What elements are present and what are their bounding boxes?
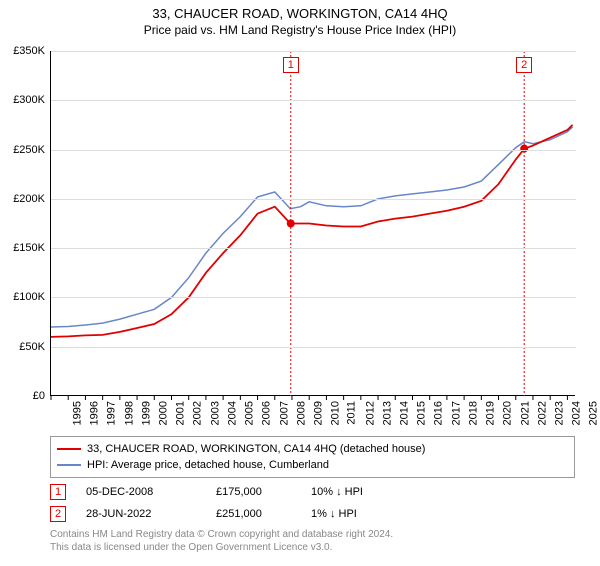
x-axis-label: 2011 — [346, 401, 358, 425]
x-axis-label: 2009 — [312, 401, 324, 425]
x-axis-label: 2012 — [364, 401, 376, 425]
y-axis-label: £350K — [13, 45, 45, 57]
x-axis-label: 2003 — [209, 401, 221, 425]
transactions-table: 1 05-DEC-2008 £175,000 10% ↓ HPI 2 28-JU… — [50, 481, 575, 525]
x-axis-label: 2008 — [295, 401, 307, 425]
transaction-marker-icon: 1 — [50, 484, 66, 500]
y-axis-label: £150K — [13, 242, 45, 254]
x-axis-label: 2022 — [536, 401, 548, 425]
legend-swatch — [57, 448, 81, 450]
footer-line: This data is licensed under the Open Gov… — [50, 541, 393, 554]
gridline — [51, 347, 576, 348]
x-axis-label: 2018 — [467, 401, 479, 425]
transaction-date: 05-DEC-2008 — [86, 486, 216, 498]
marker-dot — [287, 220, 295, 228]
y-axis-label: £200K — [13, 193, 45, 205]
transaction-pct: 1% ↓ HPI — [311, 508, 401, 520]
x-axis-label: 2023 — [553, 401, 565, 425]
chart-title: 33, CHAUCER ROAD, WORKINGTON, CA14 4HQ — [0, 6, 600, 21]
x-axis-label: 2001 — [175, 401, 187, 425]
x-axis-label: 2017 — [450, 401, 462, 425]
transaction-row: 2 28-JUN-2022 £251,000 1% ↓ HPI — [50, 503, 575, 525]
gridline — [51, 297, 576, 298]
x-axis-label: 2000 — [158, 401, 170, 425]
series-line-property — [51, 125, 573, 337]
footer-attribution: Contains HM Land Registry data © Crown c… — [50, 528, 393, 554]
legend-swatch — [57, 464, 81, 466]
gridline — [51, 199, 576, 200]
legend-label: HPI: Average price, detached house, Cumb… — [87, 459, 329, 471]
gridline — [51, 51, 576, 52]
x-axis-label: 2002 — [192, 401, 204, 425]
transaction-pct: 10% ↓ HPI — [311, 486, 401, 498]
marker-label-box: 2 — [516, 57, 532, 73]
x-axis-label: 2024 — [571, 401, 583, 425]
transaction-date: 28-JUN-2022 — [86, 508, 216, 520]
x-axis-label: 2015 — [416, 401, 428, 425]
legend: 33, CHAUCER ROAD, WORKINGTON, CA14 4HQ (… — [50, 436, 575, 478]
x-axis-label: 2010 — [330, 401, 342, 425]
chart-svg — [51, 51, 576, 396]
y-axis-label: £300K — [13, 94, 45, 106]
plot-area: £0£50K£100K£150K£200K£250K£300K£350K1995… — [50, 51, 575, 396]
marker-label-box: 1 — [283, 57, 299, 73]
x-axis-label: 2005 — [244, 401, 256, 425]
footer-line: Contains HM Land Registry data © Crown c… — [50, 528, 393, 541]
x-axis-label: 1997 — [106, 401, 118, 425]
gridline — [51, 100, 576, 101]
transaction-price: £175,000 — [216, 486, 311, 498]
y-axis-label: £250K — [13, 144, 45, 156]
transaction-row: 1 05-DEC-2008 £175,000 10% ↓ HPI — [50, 481, 575, 503]
x-axis-label: 2025 — [588, 401, 600, 425]
gridline — [51, 248, 576, 249]
gridline — [51, 150, 576, 151]
x-axis-label: 2019 — [485, 401, 497, 425]
transaction-marker-icon: 2 — [50, 506, 66, 522]
legend-item: 33, CHAUCER ROAD, WORKINGTON, CA14 4HQ (… — [57, 441, 568, 457]
x-axis-label: 2016 — [433, 401, 445, 425]
x-axis-label: 1995 — [71, 401, 83, 425]
y-axis-label: £0 — [33, 390, 45, 402]
x-axis-label: 1999 — [140, 401, 152, 425]
y-axis-label: £50K — [19, 341, 45, 353]
y-axis-label: £100K — [13, 291, 45, 303]
x-axis-label: 2014 — [399, 401, 411, 425]
legend-label: 33, CHAUCER ROAD, WORKINGTON, CA14 4HQ (… — [87, 443, 425, 455]
legend-item: HPI: Average price, detached house, Cumb… — [57, 457, 568, 473]
chart-subtitle: Price paid vs. HM Land Registry's House … — [0, 23, 600, 37]
transaction-price: £251,000 — [216, 508, 311, 520]
chart-container: 33, CHAUCER ROAD, WORKINGTON, CA14 4HQ P… — [0, 6, 600, 566]
x-axis-label: 2020 — [502, 401, 514, 425]
x-axis-label: 1998 — [123, 401, 135, 425]
x-axis-label: 2004 — [226, 401, 238, 425]
x-axis-label: 1996 — [89, 401, 101, 425]
x-axis-label: 2021 — [519, 401, 531, 425]
x-axis-label: 2013 — [381, 401, 393, 425]
x-axis-label: 2006 — [261, 401, 273, 425]
x-axis-label: 2007 — [278, 401, 290, 425]
